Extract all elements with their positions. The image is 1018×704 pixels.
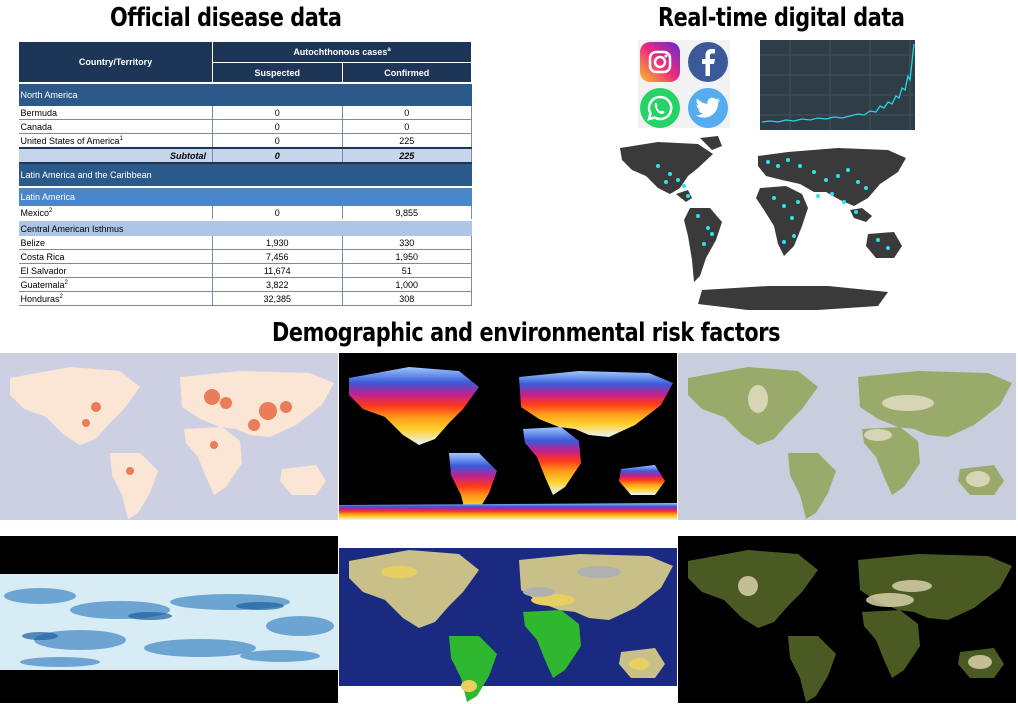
subtotal-row: Subtotal 0 225 bbox=[18, 147, 472, 164]
table-row: Bermuda 0 0 bbox=[18, 106, 472, 120]
table-row: Guatemala2 3,822 1,000 bbox=[18, 277, 472, 292]
instagram-icon bbox=[640, 42, 680, 82]
country-column-header: Country/Territory bbox=[18, 41, 213, 84]
facebook-icon bbox=[688, 42, 728, 82]
digital-data-points bbox=[656, 158, 890, 250]
temperature-map bbox=[339, 353, 677, 520]
table-row: Costa Rica 7,456 1,950 bbox=[18, 249, 472, 264]
section-latin-caribbean: Latin America and the Caribbean bbox=[18, 162, 472, 187]
section-north-america: North America bbox=[18, 82, 472, 106]
whatsapp-icon bbox=[640, 88, 680, 128]
world-land bbox=[620, 136, 906, 310]
section-central-american-isthmus: Central American Isthmus bbox=[18, 219, 472, 236]
table-row: Belize 1,930 330 bbox=[18, 236, 472, 250]
table-row: Honduras2 32,385 308 bbox=[18, 291, 472, 306]
vegetation-index-map bbox=[678, 536, 1016, 703]
population-density-map bbox=[0, 353, 338, 520]
trend-line bbox=[761, 43, 915, 123]
table-row: Canada 0 0 bbox=[18, 119, 472, 134]
realtime-digital-data-heading: Real-time digital data bbox=[658, 3, 905, 33]
section-latin-america: Latin America bbox=[18, 186, 472, 206]
confirmed-column-header: Confirmed bbox=[341, 62, 472, 84]
elevation-map bbox=[678, 353, 1016, 520]
trend-chart bbox=[760, 40, 915, 130]
precipitation-map bbox=[0, 536, 338, 703]
digital-data-world-map bbox=[620, 136, 906, 310]
land-cover-map bbox=[339, 536, 677, 703]
official-disease-data-heading: Official disease data bbox=[110, 3, 342, 33]
table-row: United States of America1 0 225 bbox=[18, 133, 472, 149]
autochthonous-cases-header: Autochthonous casesa bbox=[212, 41, 472, 63]
twitter-icon bbox=[688, 88, 728, 128]
disease-cases-table: Country/Territory Autochthonous casesa S… bbox=[18, 41, 472, 316]
risk-factors-heading: Demographic and environmental risk facto… bbox=[272, 318, 781, 348]
table-row: El Salvador 11,674 51 bbox=[18, 263, 472, 278]
suspected-column-header: Suspected bbox=[212, 62, 343, 84]
table-row: Mexico2 0 9,855 bbox=[18, 206, 472, 221]
chart-grid bbox=[760, 40, 915, 130]
